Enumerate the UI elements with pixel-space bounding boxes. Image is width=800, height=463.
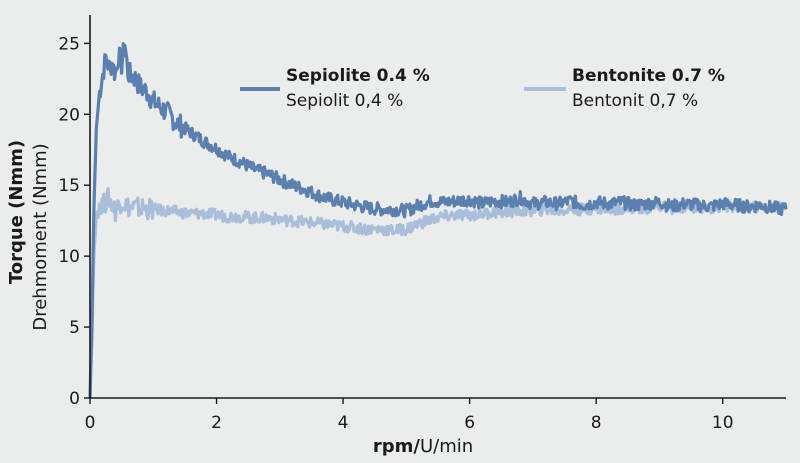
y-axis-label-primary: Torque (Nmm) [6, 140, 27, 284]
x-tick-label: 2 [211, 413, 222, 433]
y-tick-label: 10 [58, 247, 80, 267]
y-tick-label: 5 [69, 318, 80, 338]
legend-label-bentonite: Bentonite 0.7 % [572, 66, 725, 86]
x-axis-label-secondary: U/min [420, 436, 473, 457]
x-tick-label: 10 [712, 413, 734, 433]
series-line-bentonite [88, 187, 788, 399]
y-axis-label-secondary: Drehmoment (Nmm) [30, 143, 51, 330]
y-tick-label: 15 [58, 176, 80, 196]
series-line-sepiolite [88, 42, 788, 399]
series-layer [88, 42, 788, 399]
x-axis-label-separator: / [413, 436, 420, 457]
y-tick-label: 0 [69, 389, 80, 409]
legend-label-sepiolite: Sepiolite 0.4 % [286, 66, 430, 86]
legend: Sepiolite 0.4 % Sepiolit 0,4 % Bentonite… [240, 66, 725, 111]
x-tick-label: 6 [464, 413, 475, 433]
legend-sublabel-sepiolite: Sepiolit 0,4 % [286, 91, 403, 111]
x-tick-label: 4 [338, 413, 349, 433]
y-tick-label: 20 [58, 105, 80, 125]
x-axis-label: rpm/U/min [373, 436, 473, 457]
y-tick-label: 25 [58, 34, 80, 54]
legend-sublabel-bentonite: Bentonit 0,7 % [572, 91, 698, 111]
x-tick-label: 0 [85, 413, 96, 433]
x-axis-label-primary: rpm [373, 436, 414, 457]
x-ticks: 0 2 4 6 8 10 [85, 398, 734, 433]
x-tick-label: 8 [591, 413, 602, 433]
y-ticks: 0 5 10 15 20 25 [58, 34, 90, 409]
